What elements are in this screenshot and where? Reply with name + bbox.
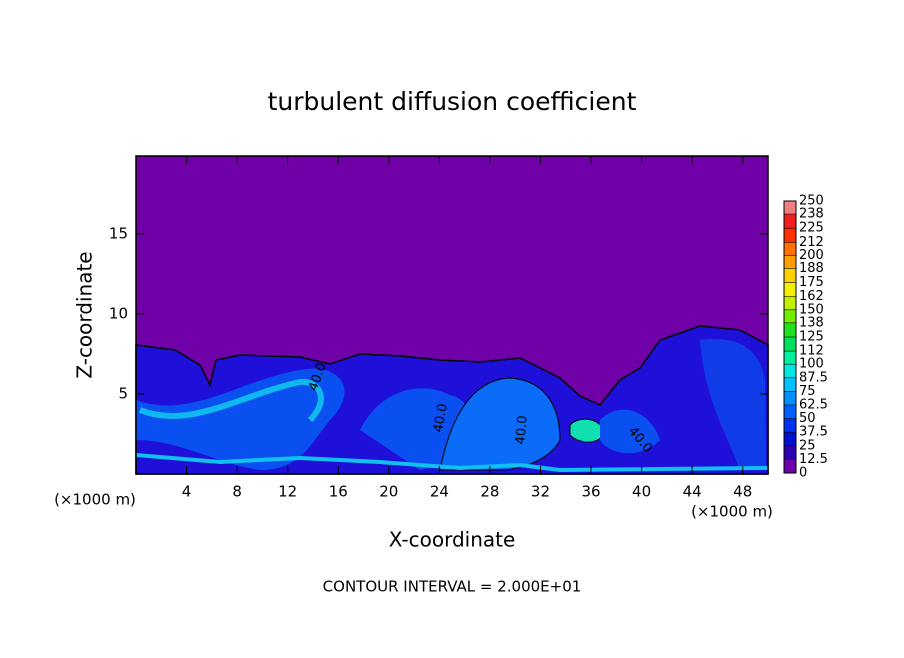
x-axis-label: X-coordinate (389, 528, 516, 552)
chart-title: turbulent diffusion coefficient (268, 87, 637, 116)
colorbar-cell (784, 459, 796, 473)
colorbar-cell (784, 255, 796, 269)
colorbar-cell (784, 201, 796, 215)
colorbar-label: 138 (799, 315, 824, 330)
colorbar-label: 62.5 (799, 398, 828, 413)
colorbar-label: 238 (799, 207, 824, 222)
colorbar-label: 212 (799, 235, 824, 250)
colorbar-cell (784, 364, 796, 378)
colorbar-label: 50 (799, 411, 816, 426)
colorbar-cell (784, 391, 796, 405)
x-unit-label: (×1000 m) (54, 491, 136, 509)
field-region (700, 339, 766, 470)
colorbar-cell (784, 445, 796, 460)
field-region (136, 368, 345, 470)
x-tick-label: 28 (480, 483, 499, 501)
colorbar-cell (784, 432, 796, 446)
x-tick-label: 24 (430, 483, 449, 501)
colorbar-cell (784, 228, 796, 243)
colorbar-label: 87.5 (799, 370, 828, 385)
x-tick-label: 48 (733, 483, 752, 501)
colorbar-label: 125 (799, 330, 824, 345)
x-tick-label: 44 (683, 483, 702, 501)
colorbar-cell (784, 296, 796, 310)
x-tick-label: 40 (632, 483, 651, 501)
colorbar-cell (784, 351, 796, 365)
field-region (600, 409, 660, 454)
colorbar-cell (784, 242, 796, 256)
colorbar-cell (784, 322, 796, 337)
y-tick-label: 15 (109, 225, 128, 243)
y-tick-label: 5 (118, 385, 128, 403)
colorbar-cell (784, 309, 796, 323)
colorbar-label: 112 (799, 344, 824, 359)
colorbar-label: 100 (799, 357, 824, 372)
contour-label: 40.0 (513, 415, 530, 445)
colorbar-label: 25 (799, 438, 816, 453)
x-tick-label: 12 (278, 483, 297, 501)
colorbar-cell (784, 282, 796, 297)
colorbar-cell (784, 268, 796, 283)
plot-frame (135, 155, 769, 475)
contour-label: 40.0 (431, 402, 451, 433)
y-unit-label: (×1000 m) (691, 503, 773, 521)
colorbar-label: 12.5 (799, 452, 828, 467)
y-axis-label: Z-coordinate (73, 251, 97, 378)
field-region (138, 378, 324, 423)
x-tick-label: 16 (329, 483, 348, 501)
colorbar-label: 0 (799, 466, 807, 481)
x-tick-label: 4 (182, 483, 192, 501)
field-region (439, 377, 561, 471)
colorbar-label: 175 (799, 275, 824, 290)
colorbar-label: 225 (799, 221, 824, 236)
colorbar-label: 250 (799, 194, 824, 209)
colorbar-label: 200 (799, 248, 824, 263)
colorbar-label: 37.5 (799, 425, 828, 440)
footer-note: CONTOUR INTERVAL = 2.000E+01 (323, 578, 582, 596)
y-tick-label: 10 (109, 305, 128, 323)
colorbar-label: 188 (799, 261, 824, 276)
colorbar-label: 150 (799, 302, 824, 317)
field-region (135, 453, 769, 473)
colorbar-label: 75 (799, 384, 816, 399)
colorbar-label: 162 (799, 289, 824, 304)
colorbar-cell (784, 337, 796, 352)
colorbar-cell (784, 405, 796, 419)
field (135, 156, 769, 475)
colorbar-cell (784, 418, 796, 433)
x-tick-label: 36 (581, 483, 600, 501)
colorbar-cell (784, 214, 796, 229)
x-tick-label: 32 (531, 483, 550, 501)
x-tick-label: 20 (379, 483, 398, 501)
colorbar-cell (784, 377, 796, 392)
x-tick-label: 8 (232, 483, 242, 501)
